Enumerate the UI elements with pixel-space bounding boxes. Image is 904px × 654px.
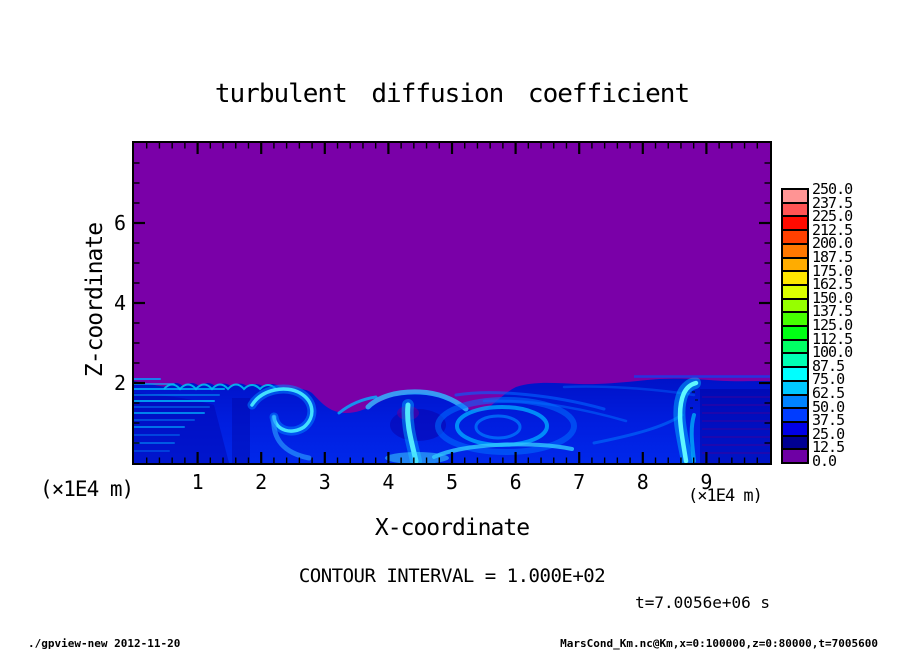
mixed-layer	[134, 375, 770, 463]
colorbar-label: 100.0	[812, 343, 853, 362]
right-plume	[673, 377, 701, 463]
time-annotation: t=7.0056e+06 s	[635, 593, 770, 612]
colorbar-label: 37.5	[812, 411, 845, 430]
colorbar-cell	[783, 393, 807, 408]
axis-ticks	[134, 143, 770, 463]
x-axis-label: X-coordinate	[374, 515, 530, 541]
colorbar-label: 212.5	[812, 220, 853, 239]
colorbar-cell	[783, 366, 807, 380]
colorbar-cell	[783, 325, 807, 339]
colorbar-label: 225.0	[812, 207, 853, 226]
colorbar-label: 250.0	[812, 180, 853, 198]
colorbar-cell	[783, 338, 807, 353]
plot-frame	[132, 141, 772, 465]
colorbar-cell	[783, 270, 807, 284]
colorbar-label: 175.0	[812, 261, 853, 280]
colorbar-cell	[783, 297, 807, 312]
colorbar	[781, 188, 809, 464]
footer-command-text: ./gpview-new 2012-11-20	[28, 637, 181, 650]
colorbar-cell	[783, 352, 807, 367]
colorbar-label: 25.0	[812, 424, 845, 443]
field-svg	[134, 143, 770, 463]
x-tick-label: 5	[445, 470, 459, 494]
colorbar-cell	[783, 420, 807, 435]
colorbar-label: 162.5	[812, 275, 853, 294]
x-tick-label: 9	[700, 470, 713, 494]
colorbar-cell	[783, 407, 807, 421]
colorbar-label: 125.0	[812, 316, 853, 334]
x-tick-label: 1	[191, 470, 204, 494]
colorbar-label: 0.0	[812, 452, 837, 470]
colorbar-cell	[783, 311, 807, 326]
colorbar-label: 87.5	[812, 356, 845, 375]
colorbar-cell	[783, 201, 807, 216]
colorbar-cell	[783, 283, 807, 298]
x-unit-label-right: (×1E4 m)	[688, 486, 763, 506]
colorbar-cell	[783, 434, 807, 449]
colorbar-cell	[783, 379, 807, 394]
colorbar-label: 50.0	[812, 397, 845, 416]
x-tick-label: 7	[573, 470, 586, 494]
colorbar-label: 62.5	[812, 384, 845, 402]
colorbar-cell	[783, 229, 807, 243]
colorbar-label: 75.0	[812, 370, 845, 389]
colorbar-label: 12.5	[812, 438, 845, 457]
colorbar-label: 187.5	[812, 248, 853, 266]
colorbar-label: 200.0	[812, 234, 853, 253]
colorbar-label: 237.5	[812, 193, 853, 212]
colorbar-cell	[783, 448, 807, 463]
x-tick-label: 6	[509, 470, 522, 494]
colorbar-cell	[783, 256, 807, 271]
y-tick-label: 4	[113, 291, 126, 315]
contour-interval-text: CONTOUR INTERVAL = 1.000E+02	[298, 565, 606, 587]
right-striations	[690, 389, 770, 463]
footer-variable-text: MarsCond_Km.nc@Km,x=0:100000,z=0:80000,t…	[560, 637, 878, 650]
colorbar-cell	[783, 215, 807, 230]
hook-eddy	[247, 384, 378, 461]
colorbar-label: 150.0	[812, 288, 853, 307]
kh-billows	[163, 383, 277, 391]
colorbar-label: 137.5	[812, 302, 853, 321]
x-tick-label: 4	[382, 470, 395, 494]
colorbar-cell	[783, 242, 807, 257]
x-tick-label: 8	[636, 470, 649, 494]
x-tick-label: 2	[255, 470, 268, 494]
plot-title: turbulent diffusion coefficient	[214, 79, 690, 109]
colorbar-label: 112.5	[812, 329, 853, 348]
x-unit-label-left: (×1E4 m)	[40, 477, 134, 501]
colorbar-cell	[783, 190, 807, 202]
y-tick-label: 6	[113, 211, 126, 235]
laminar-streaks	[134, 378, 225, 452]
x-tick-label: 3	[318, 470, 331, 494]
y-tick-label: 2	[113, 371, 126, 395]
